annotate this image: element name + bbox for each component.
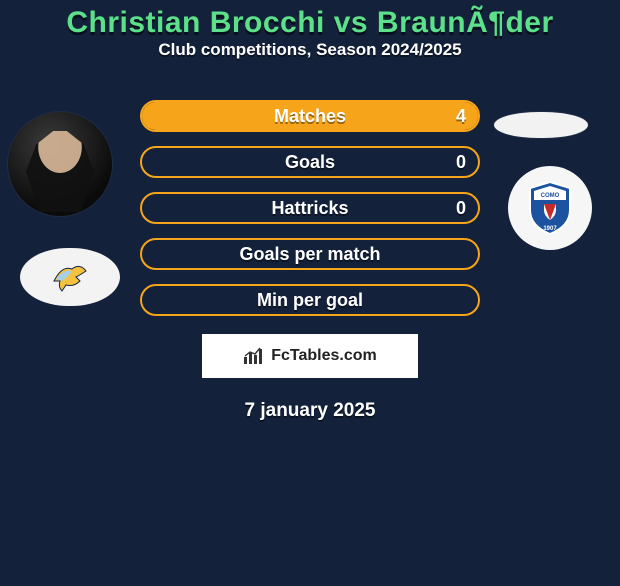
player-right-avatar <box>494 112 588 138</box>
stat-bar-value-right: 0 <box>456 198 466 219</box>
comparison-panel: COMO 1907 Matches4Goals0Hattricks0Goals … <box>0 100 620 422</box>
stat-bar-label: Hattricks <box>271 198 348 219</box>
stat-bar: Min per goal <box>140 284 480 316</box>
como-shield-icon: COMO 1907 <box>526 180 574 236</box>
club-left-logo <box>20 248 120 306</box>
page-title: Christian Brocchi vs BraunÃ¶der <box>0 6 620 40</box>
stat-bar-value-right: 0 <box>456 152 466 173</box>
stat-bar: Goals per match <box>140 238 480 270</box>
date-stamp: 7 january 2025 <box>0 400 620 422</box>
stat-bar: Goals 0 <box>140 146 480 178</box>
svg-text:COMO: COMO <box>541 193 560 199</box>
stat-bar: Matches 4 <box>140 100 480 132</box>
lazio-eagle-icon <box>50 257 90 297</box>
stat-bar-label: Min per goal <box>257 290 363 311</box>
player-left-avatar <box>8 112 112 216</box>
chart-icon <box>243 347 265 365</box>
club-right-logo: COMO 1907 <box>508 166 592 250</box>
stat-bars: Matches 4 Goals 0 Hattricks 0 Goals per match M… <box>140 100 480 316</box>
stat-bar-label: Goals <box>285 152 335 173</box>
branding-text: FcTables.com <box>271 347 377 365</box>
stat-bar-value-right: 4 <box>456 106 466 127</box>
stat-bar-label: Matches <box>274 106 346 127</box>
stat-bar-label: Goals per match <box>239 244 380 265</box>
branding-box: FcTables.com <box>202 334 418 378</box>
stat-bar: Hattricks 0 <box>140 192 480 224</box>
svg-text:1907: 1907 <box>543 226 557 232</box>
subtitle: Club competitions, Season 2024/2025 <box>0 40 620 60</box>
